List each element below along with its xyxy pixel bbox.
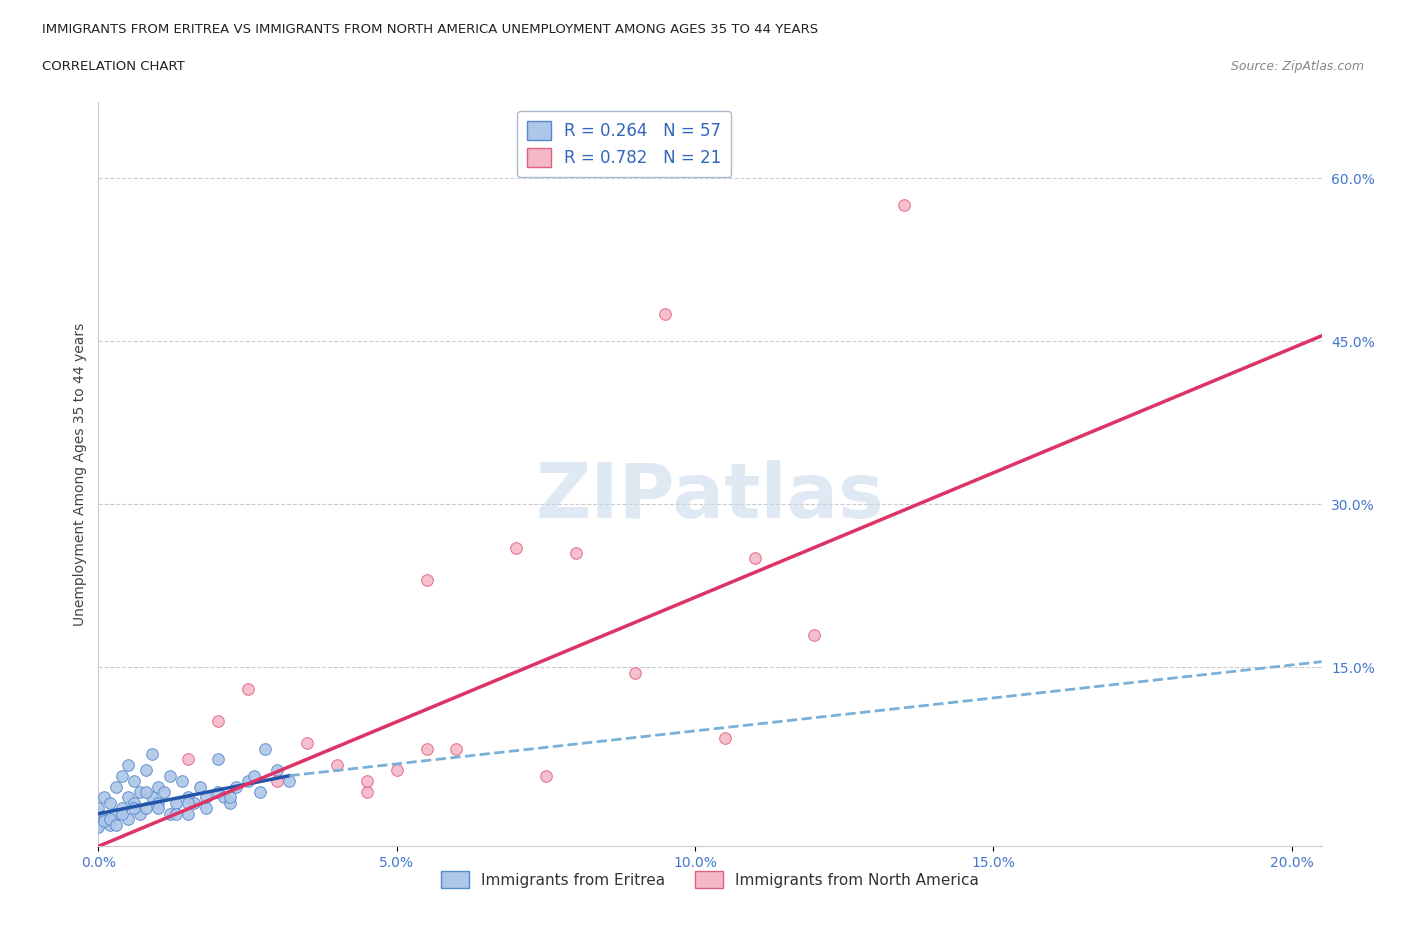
Point — [135, 763, 157, 777]
Point — [218, 790, 240, 804]
Point — [122, 774, 145, 789]
Point — [129, 806, 152, 821]
Point — [893, 198, 915, 213]
Point — [415, 741, 437, 756]
Point — [87, 806, 110, 821]
Point — [98, 817, 121, 832]
Point — [194, 790, 217, 804]
Text: ZIPatlas: ZIPatlas — [536, 459, 884, 534]
Point — [326, 757, 349, 772]
Point — [117, 790, 139, 804]
Point — [236, 682, 259, 697]
Point — [105, 779, 128, 794]
Point — [141, 790, 163, 804]
Point — [135, 801, 157, 816]
Point — [254, 741, 277, 756]
Point — [212, 790, 235, 804]
Point — [159, 806, 181, 821]
Point — [122, 795, 145, 810]
Point — [87, 819, 110, 834]
Point — [129, 785, 152, 800]
Point — [183, 795, 205, 810]
Point — [170, 774, 193, 789]
Point — [146, 795, 169, 810]
Point — [177, 806, 200, 821]
Point — [177, 790, 200, 804]
Point — [146, 801, 169, 816]
Point — [744, 551, 766, 566]
Point — [266, 774, 288, 789]
Point — [356, 774, 378, 789]
Point — [159, 768, 181, 783]
Point — [242, 768, 264, 783]
Point — [207, 752, 229, 767]
Point — [111, 801, 134, 816]
Point — [135, 785, 157, 800]
Point — [111, 768, 134, 783]
Point — [93, 812, 115, 827]
Point — [98, 795, 121, 810]
Point — [87, 817, 110, 832]
Point — [624, 665, 647, 680]
Point — [565, 546, 588, 561]
Point — [98, 812, 121, 827]
Point — [207, 785, 229, 800]
Point — [207, 714, 229, 729]
Point — [446, 741, 468, 756]
Point — [87, 801, 110, 816]
Point — [236, 774, 259, 789]
Point — [93, 814, 115, 829]
Legend: Immigrants from Eritrea, Immigrants from North America: Immigrants from Eritrea, Immigrants from… — [434, 865, 986, 895]
Point — [117, 757, 139, 772]
Point — [505, 540, 527, 555]
Point — [105, 817, 128, 832]
Text: CORRELATION CHART: CORRELATION CHART — [42, 60, 186, 73]
Point — [266, 763, 288, 777]
Text: IMMIGRANTS FROM ERITREA VS IMMIGRANTS FROM NORTH AMERICA UNEMPLOYMENT AMONG AGES: IMMIGRANTS FROM ERITREA VS IMMIGRANTS FR… — [42, 23, 818, 36]
Point — [385, 763, 408, 777]
Point — [356, 785, 378, 800]
Point — [654, 307, 676, 322]
Point — [141, 747, 163, 762]
Point — [153, 785, 176, 800]
Point — [177, 752, 200, 767]
Point — [188, 779, 211, 794]
Text: Source: ZipAtlas.com: Source: ZipAtlas.com — [1230, 60, 1364, 73]
Point — [194, 801, 217, 816]
Point — [714, 730, 737, 745]
Point — [117, 812, 139, 827]
Point — [218, 795, 240, 810]
Point — [803, 627, 825, 642]
Point — [165, 806, 187, 821]
Point — [534, 768, 557, 783]
Point — [105, 806, 128, 821]
Y-axis label: Unemployment Among Ages 35 to 44 years: Unemployment Among Ages 35 to 44 years — [73, 323, 87, 626]
Point — [177, 795, 200, 810]
Point — [146, 779, 169, 794]
Point — [225, 779, 247, 794]
Point — [93, 790, 115, 804]
Point — [278, 774, 301, 789]
Point — [415, 573, 437, 588]
Point — [165, 795, 187, 810]
Point — [297, 736, 319, 751]
Point — [122, 801, 145, 816]
Point — [111, 806, 134, 821]
Point — [249, 785, 271, 800]
